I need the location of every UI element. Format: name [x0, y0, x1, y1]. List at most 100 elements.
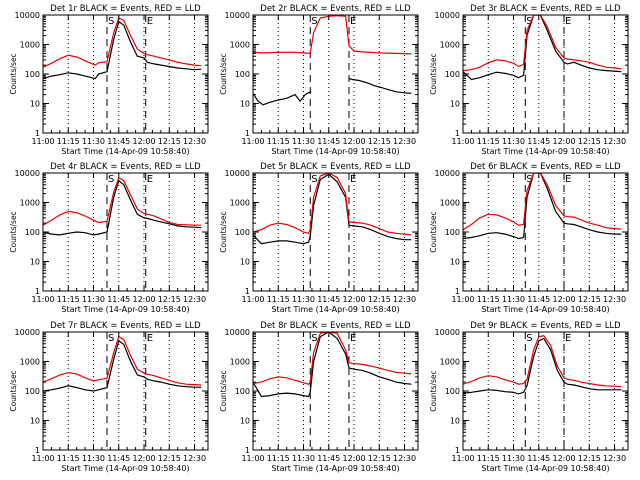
x-tick-label: 12:15 [368, 295, 391, 304]
start-marker-label: S [526, 333, 532, 344]
x-tick-label: 11:45 [107, 454, 130, 463]
x-tick-label: 11:15 [57, 295, 80, 304]
y-axis-title: Counts/sec [219, 370, 228, 411]
y-tick-label: 1000 [20, 199, 40, 208]
y-tick-label: 1 [455, 287, 460, 296]
y-tick-label: 100 [25, 387, 40, 396]
x-tick-label: 11:00 [31, 295, 54, 304]
detector-panel: Det 3r BLACK = Events, RED = LLD S E 1 10 100… [429, 4, 629, 156]
x-tick-label: 12:15 [578, 137, 601, 146]
detector-panel: Det 2r BLACK = Events, RED = LLD S E 1 10 100… [219, 4, 419, 156]
y-tick-label: 1 [245, 446, 250, 455]
y-tick-label: 1 [35, 129, 40, 138]
x-tick-label: 11:45 [107, 137, 130, 146]
x-tick-label: 12:30 [183, 137, 206, 146]
y-axis-title: Counts/sec [219, 211, 228, 252]
x-tick-label: 12:15 [368, 137, 391, 146]
events-series-line [253, 173, 412, 245]
x-tick-label: 11:30 [292, 137, 315, 146]
y-tick-label: 100 [235, 70, 250, 79]
x-axis-title: Start Time (14-Apr-09 10:58:40) [271, 305, 399, 314]
end-marker-label: E [350, 333, 356, 344]
x-tick-label: 12:30 [603, 295, 626, 304]
events-series-line [43, 339, 202, 392]
y-tick-label: 10 [240, 417, 250, 426]
events-series-line [43, 179, 202, 236]
panel-title: Det 7r BLACK = Events, RED = LLD [50, 321, 201, 331]
y-tick-label: 1 [455, 446, 460, 455]
y-tick-label: 1000 [230, 41, 250, 50]
end-marker-label: E [350, 174, 356, 185]
y-tick-label: 1 [455, 129, 460, 138]
y-tick-label: 1000 [230, 199, 250, 208]
x-tick-label: 11:15 [477, 137, 500, 146]
y-tick-label: 1 [245, 287, 250, 296]
start-marker-label: S [526, 16, 532, 27]
y-tick-label: 10000 [15, 11, 40, 20]
lld-series-line [253, 173, 412, 236]
x-tick-label: 11:15 [267, 295, 290, 304]
x-axis-title: Start Time (14-Apr-09 10:58:40) [271, 147, 399, 156]
events-series-line [253, 332, 412, 398]
x-tick-label: 12:15 [158, 137, 181, 146]
x-tick-label: 11:45 [317, 295, 340, 304]
y-tick-label: 10000 [225, 11, 250, 20]
x-tick-label: 11:45 [527, 137, 550, 146]
y-tick-label: 10000 [15, 169, 40, 178]
x-tick-label: 11:00 [241, 137, 264, 146]
lld-series-line [253, 332, 412, 385]
y-axis-title: Counts/sec [429, 370, 438, 411]
x-tick-label: 12:00 [132, 137, 155, 146]
y-tick-label: 10 [240, 100, 250, 109]
x-tick-label: 11:00 [451, 295, 474, 304]
x-tick-label: 12:00 [552, 454, 575, 463]
x-tick-label: 11:45 [317, 137, 340, 146]
x-tick-label: 12:15 [578, 295, 601, 304]
x-tick-label: 11:45 [527, 295, 550, 304]
x-tick-label: 11:15 [477, 454, 500, 463]
x-tick-label: 12:00 [342, 295, 365, 304]
y-tick-label: 10 [450, 100, 460, 109]
y-tick-label: 1 [35, 446, 40, 455]
events-series-line [43, 20, 202, 80]
y-tick-label: 1 [35, 287, 40, 296]
panel-title: Det 6r BLACK = Events, RED = LLD [470, 162, 621, 172]
y-tick-label: 100 [25, 228, 40, 237]
start-marker-label: S [108, 174, 114, 185]
x-tick-label: 12:30 [603, 454, 626, 463]
y-tick-label: 10000 [225, 169, 250, 178]
x-tick-label: 11:30 [502, 137, 525, 146]
lld-series-line [43, 335, 202, 386]
x-tick-label: 11:45 [107, 295, 130, 304]
end-marker-label: E [147, 16, 153, 27]
x-tick-label: 12:30 [393, 137, 416, 146]
x-tick-label: 11:00 [241, 295, 264, 304]
y-tick-label: 1000 [20, 41, 40, 50]
x-axis-title: Start Time (14-Apr-09 10:58:40) [271, 464, 399, 473]
lld-series-line [43, 17, 202, 68]
x-axis-title: Start Time (14-Apr-09 10:58:40) [61, 147, 189, 156]
y-tick-label: 1000 [440, 41, 460, 50]
y-tick-label: 10 [30, 417, 40, 426]
y-axis-title: Counts/sec [9, 53, 18, 94]
x-tick-label: 11:15 [57, 454, 80, 463]
start-marker-label: S [311, 174, 317, 185]
plot-frame [42, 14, 209, 134]
y-tick-label: 10000 [15, 328, 40, 337]
end-marker-label: E [147, 174, 153, 185]
x-axis-title: Start Time (14-Apr-09 10:58:40) [481, 464, 609, 473]
plot-frame [462, 331, 629, 451]
plot-frame [252, 172, 419, 292]
y-axis-title: Counts/sec [9, 370, 18, 411]
x-axis-title: Start Time (14-Apr-09 10:58:40) [61, 464, 189, 473]
x-tick-label: 12:30 [393, 295, 416, 304]
x-tick-label: 11:15 [267, 137, 290, 146]
end-marker-label: E [147, 333, 153, 344]
start-marker-label: S [311, 16, 317, 27]
end-marker-label: E [565, 16, 571, 27]
x-tick-label: 12:00 [552, 137, 575, 146]
y-tick-label: 10 [240, 258, 250, 267]
plot-frame [42, 172, 209, 292]
panel-title: Det 5r BLACK = Events, RED = LLD [260, 162, 411, 172]
plot-frame [252, 14, 419, 134]
